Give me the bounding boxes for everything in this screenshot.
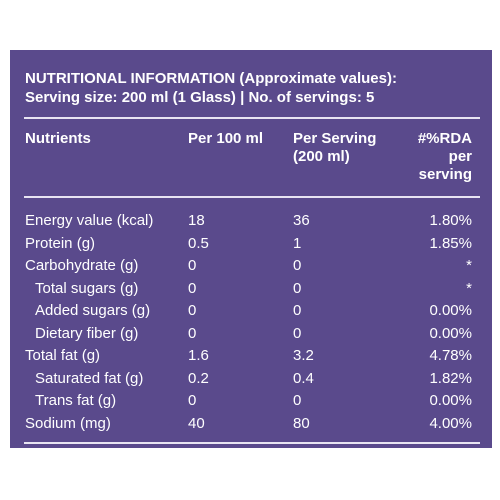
- cell-value: 1: [293, 234, 302, 252]
- cell-value: 4.78%: [429, 347, 472, 364]
- divider: [24, 117, 480, 119]
- cell-value: 1.80%: [429, 212, 472, 229]
- cell-value: *: [466, 257, 472, 274]
- title-line: Serving size: 200 ml (1 Glass) | No. of …: [25, 89, 375, 106]
- nutrient-name: Total sugars (g): [35, 279, 139, 297]
- column-header: #%RDA: [417, 130, 472, 147]
- cell-value: 0: [293, 279, 302, 297]
- cell-value: 36: [293, 212, 310, 229]
- cell-value: 0: [188, 302, 197, 319]
- nutrient-name: Carbohydrate (g): [25, 257, 139, 274]
- cell-value: 0: [188, 257, 197, 274]
- cell-value: 1.85%: [429, 234, 472, 252]
- nutrient-name: Saturated fat (g): [35, 369, 144, 387]
- cell-value: 3.2: [293, 347, 314, 364]
- cell-value: 18: [188, 212, 205, 229]
- cell-value: 1.6: [188, 347, 209, 364]
- cell-value: 0.2: [188, 369, 209, 387]
- cell-value: 0: [293, 257, 302, 274]
- cell-value: 40: [188, 414, 205, 432]
- cell-value: 0: [188, 324, 197, 342]
- nutrient-name: Sodium (mg): [25, 414, 111, 432]
- divider: [24, 442, 480, 444]
- divider: [24, 196, 480, 198]
- column-header: (200 ml): [293, 148, 350, 165]
- cell-value: 80: [293, 414, 310, 432]
- nutrient-name: Energy value (kcal): [25, 212, 154, 229]
- cell-value: 0.00%: [429, 324, 472, 342]
- column-header: serving: [418, 166, 472, 183]
- cell-value: 1.82%: [429, 369, 472, 387]
- cell-value: 0.5: [188, 234, 209, 252]
- column-header: per: [448, 148, 472, 165]
- nutrient-name: Added sugars (g): [35, 302, 151, 319]
- cell-value: 0.00%: [429, 392, 472, 409]
- nutrient-name: Protein (g): [25, 234, 96, 252]
- column-header: Per 100 ml: [188, 130, 264, 147]
- cell-value: 0: [188, 392, 197, 409]
- cell-value: *: [466, 279, 472, 297]
- nutrition-panel: NUTRITIONAL INFORMATION (Approximate val…: [10, 50, 492, 448]
- cell-value: 0.00%: [429, 302, 472, 319]
- cell-value: 0: [293, 392, 302, 409]
- column-header: Nutrients: [25, 130, 91, 147]
- nutrient-name: Trans fat (g): [35, 392, 117, 409]
- cell-value: 0: [293, 324, 302, 342]
- cell-value: 0: [293, 302, 302, 319]
- cell-value: 4.00%: [429, 414, 472, 432]
- nutrient-name: Dietary fiber (g): [35, 324, 139, 342]
- cell-value: 0: [188, 279, 197, 297]
- column-header: Per Serving: [293, 130, 377, 147]
- cell-value: 0.4: [293, 369, 314, 387]
- title-line: NUTRITIONAL INFORMATION (Approximate val…: [25, 70, 397, 87]
- nutrient-name: Total fat (g): [25, 347, 101, 364]
